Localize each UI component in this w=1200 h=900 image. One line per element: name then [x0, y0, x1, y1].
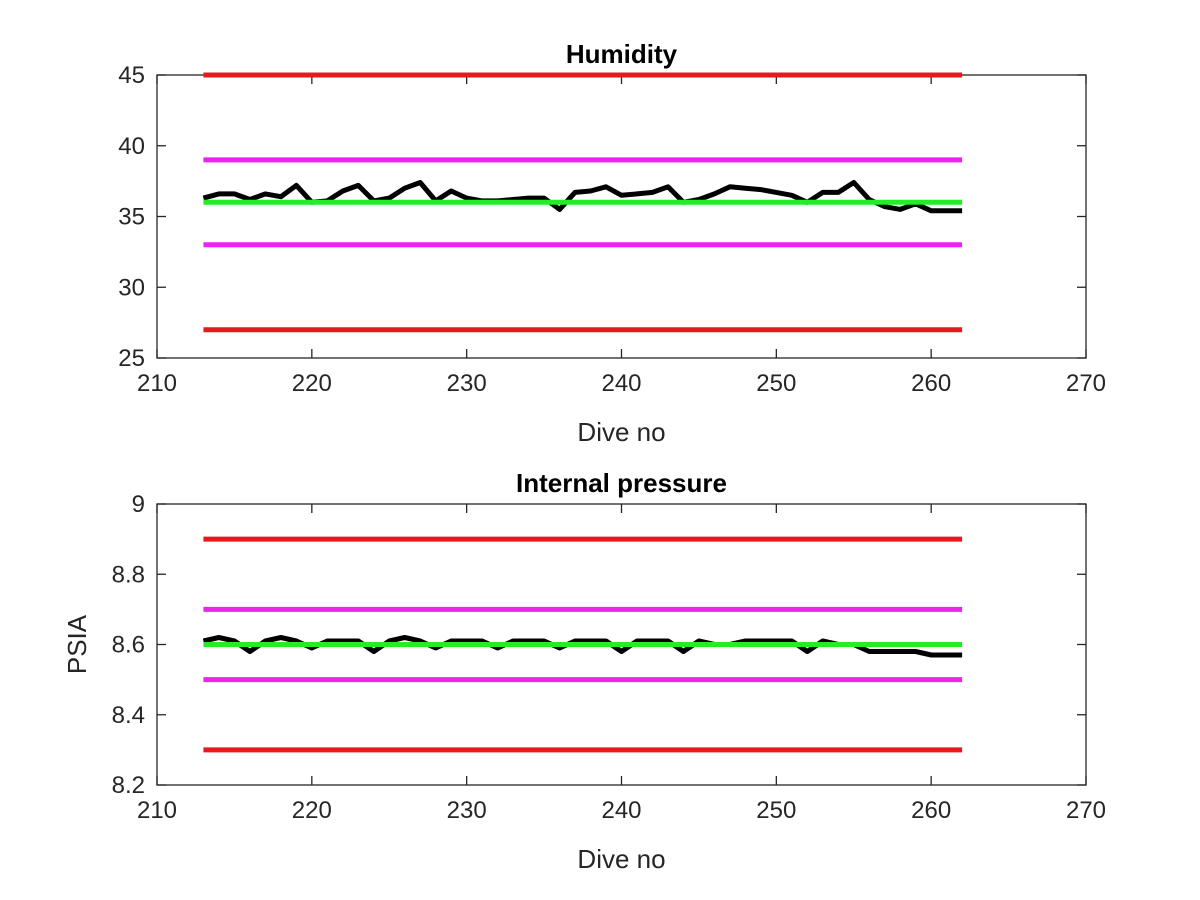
y-tick-label: 45	[118, 62, 145, 89]
x-tick-label: 240	[601, 370, 641, 397]
x-tick-label: 260	[911, 370, 951, 397]
x-tick-label: 260	[911, 797, 951, 824]
y-tick-label: 9	[132, 491, 145, 518]
y-tick-label: 8.8	[112, 561, 145, 588]
x-tick-label: 250	[756, 370, 796, 397]
axes-box	[156, 74, 1087, 359]
x-tick-label: 270	[1066, 370, 1106, 397]
chart-title: Humidity	[566, 39, 678, 69]
internal-pressure-plot: 210 220 230 240 250 260 270 8.2 8.4 8.6 8.8 9 Intern…	[62, 468, 1106, 874]
x-axis-label: Dive no	[577, 844, 665, 874]
y-tick-label: 8.6	[112, 632, 145, 659]
y-tick-label: 30	[118, 274, 145, 301]
y-axis-label: PSIA	[62, 614, 92, 674]
x-tick-label: 210	[137, 370, 177, 397]
y-tick-label: 8.2	[112, 772, 145, 799]
x-tick-label: 210	[137, 797, 177, 824]
x-tick-label: 240	[601, 797, 641, 824]
chart-title: Internal pressure	[516, 468, 727, 498]
y-tick-label: 35	[118, 204, 145, 231]
series-line-4	[202, 180, 963, 214]
y-tick-label: 8.4	[112, 702, 145, 729]
y-tick-label: 40	[118, 133, 145, 160]
x-tick-label: 220	[292, 797, 332, 824]
humidity-plot: 210 220 230 240 250 260 270 25 30 35 40 45 Humidity D…	[118, 39, 1106, 447]
x-tick-label: 250	[756, 797, 796, 824]
y-tick-label: 25	[118, 345, 145, 372]
x-tick-label: 220	[292, 370, 332, 397]
x-tick-label: 230	[447, 370, 487, 397]
x-tick-label: 270	[1066, 797, 1106, 824]
x-axis-label: Dive no	[577, 417, 665, 447]
x-tick-label: 230	[447, 797, 487, 824]
